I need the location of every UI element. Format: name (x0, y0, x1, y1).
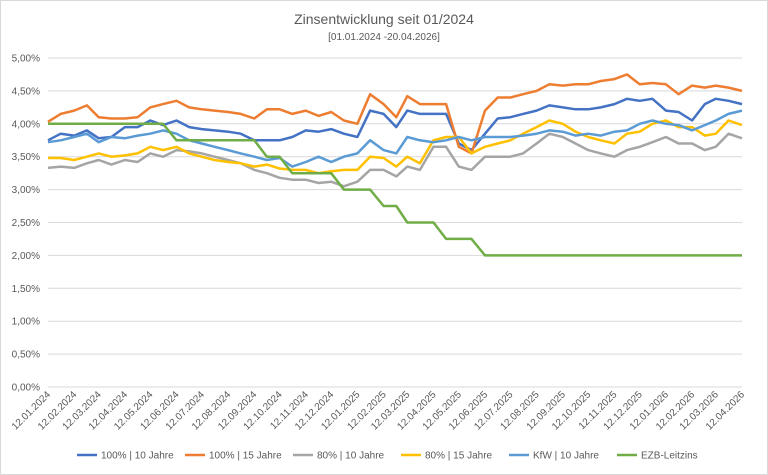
series-line (47, 109, 743, 168)
legend-label: 80% | 10 Jahre (317, 451, 385, 462)
y-tick-label: 4,50% (12, 86, 40, 97)
series-line (48, 119, 743, 175)
series-line (47, 73, 743, 155)
y-tick-label: 3,00% (12, 185, 40, 196)
legend-label: KfW | 10 Jahre (533, 451, 599, 462)
chart-title: Zinsentwicklung seit 01/2024 (294, 11, 474, 27)
series-line (48, 122, 742, 257)
legend-label: 100% | 15 Jahre (209, 451, 282, 462)
y-tick-label: 2,00% (12, 251, 40, 262)
y-tick-label: 3,50% (12, 152, 40, 163)
y-tick-label: 0,50% (12, 350, 40, 361)
legend-label: 100% | 10 Jahre (101, 451, 174, 462)
legend-label: 80% | 15 Jahre (425, 451, 493, 462)
y-tick-label: 1,00% (12, 317, 40, 328)
legend: 100% | 10 Jahre 100% | 15 Jahre 80% | 10 J… (77, 451, 698, 462)
y-tick-label: 1,50% (12, 284, 40, 295)
y-tick-label: 2,50% (12, 218, 40, 229)
y-tick-label: 0,00% (12, 383, 40, 394)
series-line (47, 132, 743, 188)
y-tick-label: 4,00% (12, 119, 40, 130)
legend-label: EZB-Leitzins (641, 451, 698, 462)
y-tick-label: 5,00% (12, 54, 40, 65)
lines (47, 73, 743, 257)
chart-subtitle: [01.01.2024 -20.04.2026] (328, 32, 440, 43)
